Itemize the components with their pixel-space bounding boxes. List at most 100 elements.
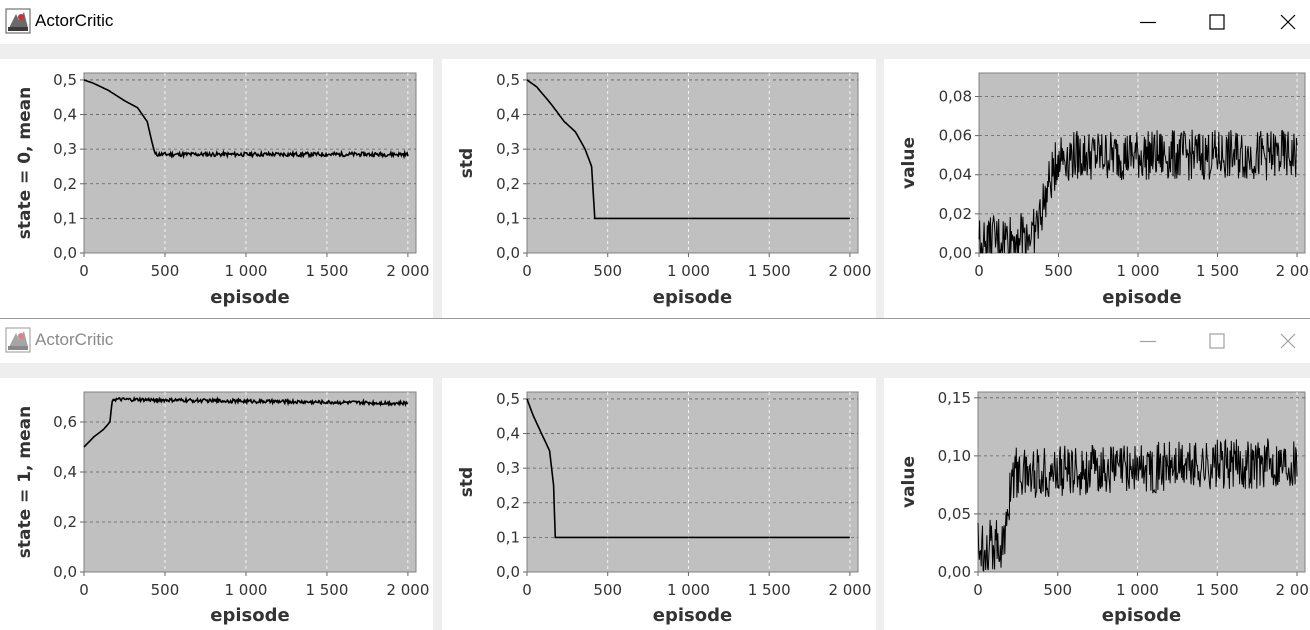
y-tick-label: 0,10 [938,447,971,465]
chart-panel: 0,0 0,2 0,4 0,6 0 500 1 000 1 500 2 000 episode st… [0,378,433,630]
chart-panel: 0,0 0,1 0,2 0,3 0,4 0,5 0 500 1 000 1 500 2 000 epi… [442,59,876,318]
x-tick-label: 1 500 [1196,581,1239,599]
y-tick-label: 0,0 [53,563,77,581]
x-tick-label: 500 [151,262,180,280]
series-line [526,398,850,539]
x-axis-title: episode [1102,605,1181,626]
x-tick-label: 2 000 [828,581,871,599]
minimize-icon [1140,21,1156,24]
y-tick-label: 0,2 [53,513,77,531]
y-tick-label: 0,00 [939,244,972,262]
plot-area [526,391,859,573]
y-tick-label: 0,1 [496,528,520,546]
chart-panel: 0,0 0,1 0,2 0,3 0,4 0,5 0 500 1 000 1 500 2 000 epi… [0,59,433,318]
x-tick-label: 1 000 [667,581,710,599]
x-tick-label: 1 500 [305,262,348,280]
y-tick-label: 0,05 [938,505,971,523]
line-chart: 0,0 0,1 0,2 0,3 0,4 0,5 0 500 1 000 1 500 2 000 epi… [457,390,871,626]
maximize-button[interactable] [1194,0,1240,44]
y-tick-label: 0,1 [53,209,77,227]
chart-panel: 0,00 0,05 0,10 0,15 0 500 1 000 1 500 2 000 episo… [884,378,1310,630]
line-chart: 0,00 0,05 0,10 0,15 0 500 1 000 1 500 2 000 episo… [899,389,1310,626]
x-tick-label: 1 000 [224,581,267,599]
x-tick-label: 1 000 [667,262,710,280]
y-tick-label: 0,5 [496,71,520,89]
y-tick-label: 0,3 [496,459,520,477]
y-tick-label: 0,2 [496,175,520,193]
y-tick-label: 0,15 [938,389,971,407]
minimize-button[interactable] [1125,0,1171,44]
x-tick-label: 1 500 [305,581,348,599]
series-line [83,395,409,448]
y-axis-title: value [899,137,919,189]
y-tick-label: 0,5 [53,71,77,89]
y-axis-title: std [457,467,477,497]
x-tick-label: 1 500 [748,581,791,599]
minimize-icon [1140,340,1156,343]
x-tick-label: 0 [79,262,89,280]
x-axis-title: episode [1102,287,1181,308]
line-chart: 0,0 0,1 0,2 0,3 0,4 0,5 0 500 1 000 1 500 2 000 epi… [457,71,871,308]
window-title: ActorCritic [35,330,114,349]
x-tick-label: 1 000 [224,262,267,280]
close-button[interactable] [1265,0,1310,44]
y-tick-label: 0,3 [53,140,77,158]
x-tick-label: 500 [1043,581,1072,599]
x-tick-label: 0 [522,581,532,599]
title-bar[interactable]: ActorCritic [0,319,1310,363]
chart-panel: 0,0 0,1 0,2 0,3 0,4 0,5 0 500 1 000 1 500 2 000 epi… [442,378,876,630]
series-line [83,79,409,160]
y-tick-label: 0,2 [53,175,77,193]
y-tick-label: 0,3 [496,140,520,158]
plot-area [83,72,417,254]
y-tick-label: 0,1 [496,209,520,227]
line-chart: 0,0 0,2 0,4 0,6 0 500 1 000 1 500 2 000 episode st… [15,391,429,626]
actorcritic-window-1: ActorCritic 0,0 0,1 0,2 0,3 0,4 0,5 0 500 1 000 1… [0,0,1310,318]
y-tick-label: 0,04 [939,166,972,184]
maximize-icon [1209,14,1225,30]
java-app-icon [5,327,31,353]
x-tick-label: 0 [522,262,532,280]
chart-panel: 0,00 0,02 0,04 0,06 0,08 0 500 1 000 1 500 2 000 e… [884,59,1310,318]
line-chart: 0,0 0,1 0,2 0,3 0,4 0,5 0 500 1 000 1 500 2 000 epi… [15,71,429,308]
y-tick-label: 0,02 [939,205,972,223]
y-tick-label: 0,0 [496,244,520,262]
y-axis-title: std [457,148,477,178]
x-tick-label: 1 500 [1196,262,1239,280]
close-button[interactable] [1265,319,1310,363]
x-tick-label: 500 [593,581,622,599]
window-title: ActorCritic [35,11,114,30]
x-axis-title: episode [653,287,732,308]
x-tick-label: 2 000 [386,262,429,280]
y-tick-label: 0,0 [53,244,77,262]
y-tick-label: 0,6 [53,413,77,431]
series-line [526,79,850,220]
actorcritic-window-2: ActorCritic 0,0 0,2 0,4 0,6 0 500 1 000 1 500 2 … [0,318,1310,630]
line-chart: 0,00 0,02 0,04 0,06 0,08 0 500 1 000 1 500 2 000 e… [899,72,1310,308]
y-axis-title: value [899,456,919,508]
y-tick-label: 0,08 [939,87,972,105]
y-tick-label: 0,5 [496,390,520,408]
x-tick-label: 0 [974,262,984,280]
y-axis-title: state = 0, mean [15,87,35,239]
x-tick-label: 1 000 [1116,581,1159,599]
y-tick-label: 0,2 [496,494,520,512]
series-line [978,129,1298,254]
plot-area [83,391,417,573]
x-tick-label: 1 000 [1117,262,1160,280]
title-bar[interactable]: ActorCritic [0,0,1310,44]
x-tick-label: 2 000 [1276,581,1310,599]
y-tick-label: 0,0 [496,563,520,581]
x-tick-label: 0 [973,581,983,599]
y-tick-label: 0,06 [939,127,972,145]
x-tick-label: 0 [79,581,89,599]
y-tick-label: 0,4 [53,106,77,124]
close-icon [1280,333,1296,349]
x-tick-label: 500 [1044,262,1073,280]
minimize-button[interactable] [1125,319,1171,363]
x-axis-title: episode [210,287,289,308]
x-tick-label: 1 500 [748,262,791,280]
maximize-button[interactable] [1194,319,1240,363]
y-tick-label: 0,00 [938,563,971,581]
java-app-icon [5,8,31,34]
